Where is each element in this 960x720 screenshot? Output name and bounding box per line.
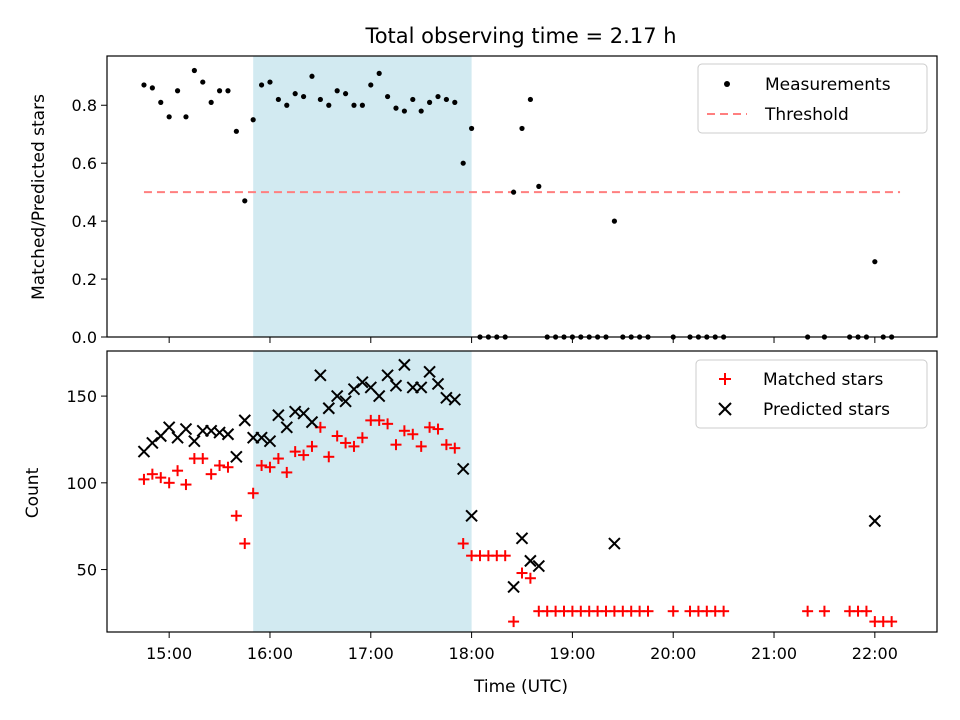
measurement-point [259, 82, 264, 87]
measurement-point [427, 100, 432, 105]
measurement-point [276, 97, 281, 102]
top-y-tick-label: 0.4 [72, 212, 97, 231]
chart-title: Total observing time = 2.17 h [364, 24, 676, 48]
measurement-point [234, 129, 239, 134]
measurement-point [469, 126, 474, 131]
measurement-point [410, 97, 415, 102]
measurement-point [225, 88, 230, 93]
x-tick-label: 19:00 [549, 644, 595, 663]
measurement-point [511, 190, 516, 195]
measurement-point [267, 79, 272, 84]
measurement-point [209, 100, 214, 105]
measurement-point [217, 88, 222, 93]
top-legend: Measurements Threshold [698, 64, 927, 133]
measurement-point [393, 106, 398, 111]
measurement-point [141, 82, 146, 87]
measurement-point [385, 94, 390, 99]
measurement-point [368, 82, 373, 87]
measurement-point [419, 108, 424, 113]
legend-matched-label: Matched stars [763, 370, 883, 390]
measurement-point [444, 97, 449, 102]
measurement-point [343, 91, 348, 96]
bottom-y-axis-label: Count [23, 467, 43, 518]
x-tick-label: 20:00 [650, 644, 696, 663]
measurement-point [351, 103, 356, 108]
bottom-y-tick-label: 150 [66, 387, 97, 406]
x-axis-label: Time (UTC) [473, 677, 568, 697]
measurement-point [251, 117, 256, 122]
measurement-point [200, 79, 205, 84]
measurement-point [435, 94, 440, 99]
measurement-point [150, 85, 155, 90]
measurement-point [461, 161, 466, 166]
legend-predicted-label: Predicted stars [763, 400, 890, 420]
top-y-tick-label: 0.0 [72, 328, 97, 347]
measurement-point [284, 103, 289, 108]
measurement-point [242, 198, 247, 203]
measurement-point [536, 184, 541, 189]
measurement-point [528, 97, 533, 102]
x-tick-label: 22:00 [852, 644, 898, 663]
legend-measurements-marker [724, 81, 730, 87]
measurement-point [183, 114, 188, 119]
measurement-point [326, 103, 331, 108]
measurement-point [452, 100, 457, 105]
measurement-point [318, 97, 323, 102]
top-y-tick-label: 0.8 [72, 96, 97, 115]
measurement-point [402, 108, 407, 113]
measurement-point [309, 74, 314, 79]
top-y-tick-label: 0.6 [72, 154, 97, 173]
measurement-point [175, 88, 180, 93]
x-tick-label: 18:00 [449, 644, 495, 663]
bottom-y-tick-label: 100 [66, 474, 97, 493]
top-y-tick-label: 0.2 [72, 270, 97, 289]
measurement-point [293, 91, 298, 96]
top-y-axis-label: Matched/Predicted stars [29, 94, 49, 300]
measurement-point [519, 126, 524, 131]
measurement-point [158, 100, 163, 105]
measurement-point [167, 114, 172, 119]
x-tick-label: 17:00 [348, 644, 394, 663]
x-tick-label: 15:00 [146, 644, 192, 663]
legend-threshold-label: Threshold [764, 105, 849, 125]
bottom-y-tick-label: 50 [77, 561, 97, 580]
figure: Total observing time = 2.17 h 0.0 0.2 0.4 0… [0, 0, 960, 720]
measurement-point [612, 219, 617, 224]
measurement-point [377, 71, 382, 76]
bottom-shaded-interval [253, 351, 471, 632]
measurement-point [301, 94, 306, 99]
legend-measurements-label: Measurements [765, 75, 891, 95]
bottom-legend: Matched stars Predicted stars [696, 360, 927, 428]
measurement-point [872, 259, 877, 264]
measurement-point [335, 88, 340, 93]
x-tick-label: 16:00 [247, 644, 293, 663]
measurement-point [360, 103, 365, 108]
measurement-point [192, 68, 197, 73]
x-tick-label: 21:00 [751, 644, 797, 663]
